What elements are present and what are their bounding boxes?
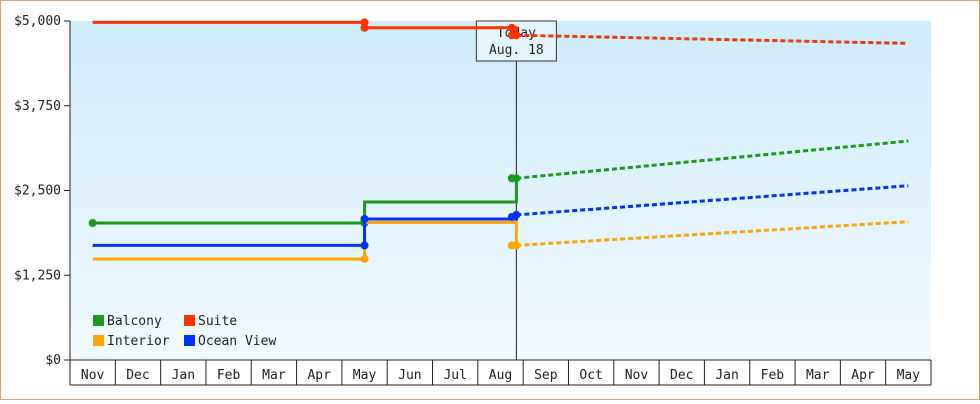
legend-item: Ocean View [184, 334, 276, 349]
y-tick-label: $1,250 [14, 268, 61, 283]
series-balcony [88, 139, 909, 228]
forecast-line [516, 33, 909, 45]
data-point [360, 241, 369, 250]
x-tick-label: Jan [715, 368, 738, 383]
x-tick-label: Apr [307, 368, 331, 383]
x-tick-label: Dec [126, 368, 149, 383]
x-tick-label: Nov [625, 368, 649, 383]
series-suite [92, 18, 909, 45]
legend-item: Suite [184, 314, 237, 329]
legend: Balcony Suite Interior Ocean View [93, 314, 276, 349]
y-tick-label: $3,750 [14, 99, 61, 114]
legend-swatch [184, 315, 195, 326]
series-ocean-view [92, 184, 909, 250]
x-tick-label: Apr [851, 368, 875, 383]
plot-area [70, 21, 931, 360]
x-tick-label: May [353, 368, 377, 383]
forecast-line [516, 184, 909, 217]
x-tick-label: Feb [761, 368, 785, 383]
history-line [92, 178, 518, 225]
legend-label: Balcony [107, 314, 162, 329]
y-axis: $0 $1,250 $2,500 $3,750 $5,000 [14, 14, 71, 385]
legend-item: Balcony [93, 314, 162, 329]
data-point [360, 23, 369, 32]
series-group [88, 18, 909, 263]
today-label: Aug. 18 [489, 43, 544, 58]
data-point [360, 214, 369, 223]
x-tick-label: Jun [398, 368, 421, 383]
x-tick-label: Jan [172, 368, 195, 383]
data-point [507, 23, 516, 32]
x-tick-label: May [897, 368, 921, 383]
forecast-line [516, 220, 909, 247]
x-tick-label: Oct [579, 368, 602, 383]
legend-label: Ocean View [198, 334, 276, 349]
y-tick-label: $0 [45, 353, 61, 368]
data-point [512, 241, 521, 250]
x-tick-label: Sep [534, 368, 558, 383]
data-point [88, 219, 97, 228]
legend-item: Interior [93, 334, 170, 349]
x-axis: Nov Dec Jan Feb Mar Apr May Jun Jul Aug Sep Oct Nov D… [69, 359, 932, 386]
legend-swatch [93, 335, 104, 346]
y-tick-label: $2,500 [14, 184, 61, 199]
legend-label: Interior [107, 334, 170, 349]
legend-swatch [93, 315, 104, 326]
x-tick-label: Dec [670, 368, 693, 383]
data-point [512, 174, 521, 183]
forecast-line [516, 139, 909, 180]
x-tick-label: Aug [489, 368, 512, 383]
data-point [360, 254, 369, 263]
x-tick-label: Nov [81, 368, 105, 383]
plot-background [70, 21, 931, 360]
data-point [512, 31, 521, 40]
data-point [512, 210, 521, 219]
y-tick-label: $5,000 [14, 14, 61, 29]
x-tick-label: Feb [217, 368, 241, 383]
legend-label: Suite [198, 314, 237, 329]
x-tick-label: Mar [806, 368, 830, 383]
x-tick-label: Mar [262, 368, 286, 383]
legend-swatch [184, 335, 195, 346]
x-tick-label: Jul [443, 368, 466, 383]
